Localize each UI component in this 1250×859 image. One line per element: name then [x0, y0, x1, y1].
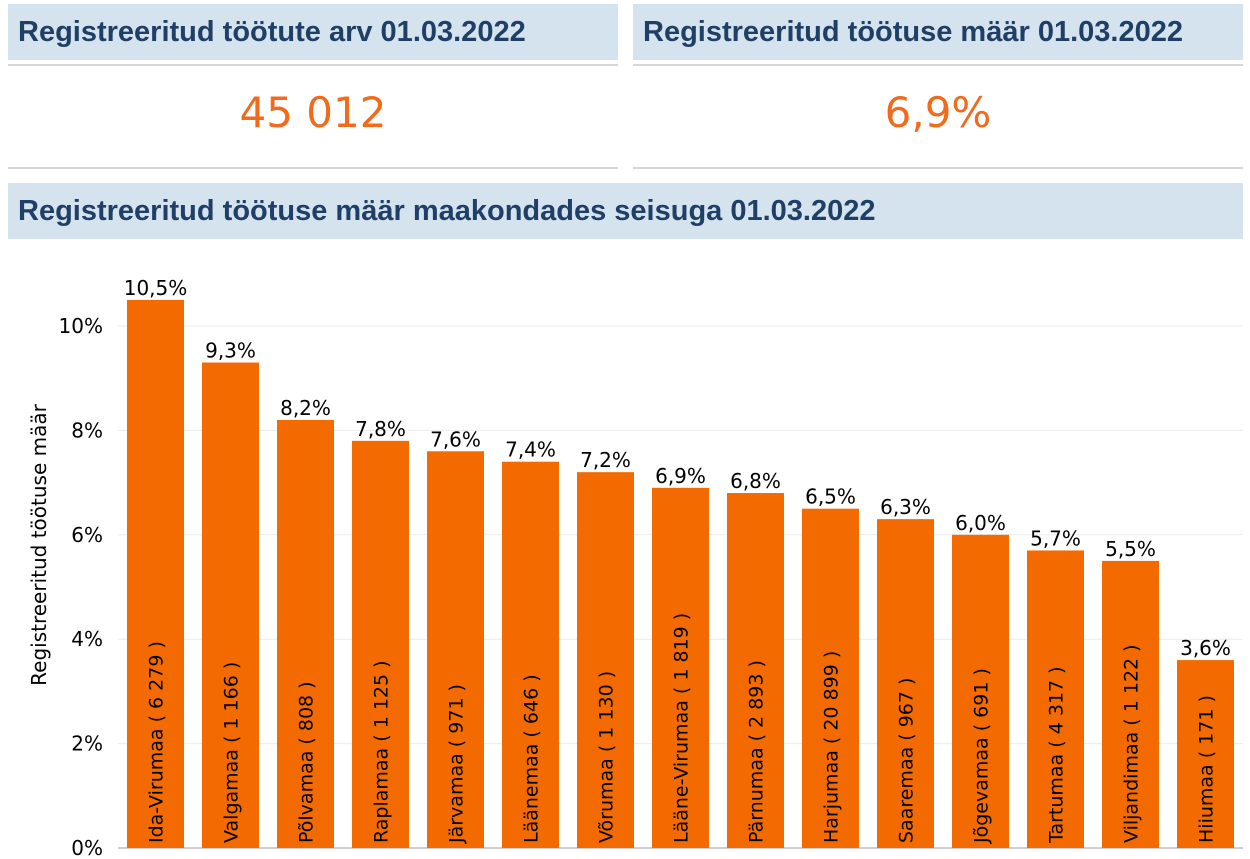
category-label: Lääne-Virumaa ( 1 819 ) [671, 613, 693, 843]
category-label: Võrumaa ( 1 130 ) [596, 671, 618, 843]
bar[interactable] [652, 487, 709, 848]
y-tick-label: 4% [71, 627, 103, 651]
y-tick-label: 2% [71, 732, 103, 756]
chart-bars: 10,5% Ida-Virumaa ( 6 279 ) 9,3% Valgamaa (… [124, 276, 1234, 848]
bar[interactable] [952, 534, 1009, 848]
bar[interactable] [427, 451, 484, 848]
y-tick-label: 10% [59, 314, 103, 338]
bar[interactable] [352, 440, 409, 848]
bar-value-label: 6,9% [655, 464, 706, 488]
category-label: Harjumaa ( 20 899 ) [821, 651, 843, 843]
kpi-rate-value: 6,9% [884, 88, 992, 137]
bar-value-label: 8,2% [280, 396, 331, 420]
category-label: Raplamaa ( 1 125 ) [371, 660, 393, 843]
bar[interactable] [502, 461, 559, 848]
bar[interactable] [202, 362, 259, 848]
bar-value-label: 7,6% [430, 427, 481, 451]
kpi-count-title: Registreeritud töötute arv 01.03.2022 [8, 4, 618, 60]
bar-value-label: 7,4% [505, 438, 556, 462]
bar-value-label: 3,6% [1180, 636, 1231, 660]
bar-value-label: 6,8% [730, 469, 781, 493]
bar-value-label: 6,5% [805, 485, 856, 509]
kpi-count-value: 45 012 [239, 88, 387, 137]
bar[interactable] [577, 472, 634, 848]
bar[interactable] [1177, 660, 1234, 848]
category-label: Saaremaa ( 967 ) [896, 678, 918, 843]
category-label: Põlvamaa ( 808 ) [296, 681, 318, 843]
bar[interactable] [277, 419, 334, 848]
bar-value-label: 6,3% [880, 495, 931, 519]
category-label: Pärnumaa ( 2 893 ) [746, 660, 768, 843]
bar-value-label: 10,5% [124, 276, 188, 300]
kpi-rate-bottom-divider [633, 167, 1243, 169]
bar-value-label: 5,5% [1105, 537, 1156, 561]
category-label: Valgamaa ( 1 166 ) [221, 662, 243, 843]
bar[interactable] [1102, 560, 1159, 848]
bar[interactable] [127, 299, 184, 848]
category-label: Viljandimaa ( 1 122 ) [1121, 644, 1143, 843]
kpi-count-bottom-divider [8, 167, 618, 169]
kpi-count-divider [8, 64, 618, 66]
kpi-rate-divider [633, 64, 1243, 66]
category-label: Tartumaa ( 4 317 ) [1046, 666, 1068, 844]
chart-title: Registreeritud töötuse määr maakondades … [8, 183, 1243, 239]
bar-value-label: 6,0% [955, 511, 1006, 535]
bar[interactable] [802, 508, 859, 848]
category-label: Ida-Virumaa ( 6 279 ) [146, 641, 168, 843]
bar[interactable] [877, 519, 934, 848]
kpi-rate-title: Registreeritud töötuse määr 01.03.2022 [633, 4, 1243, 60]
y-tick-label: 8% [71, 418, 103, 442]
bar[interactable] [1027, 550, 1084, 848]
bar-value-label: 7,8% [355, 417, 406, 441]
y-axis-label: Registreeritud töötuse määr [27, 403, 51, 685]
category-label: Järvamaa ( 971 ) [446, 684, 468, 844]
bar-value-label: 9,3% [205, 339, 256, 363]
bar[interactable] [727, 493, 784, 848]
y-axis: 0% 2% 4% 6% 8% 10% [59, 314, 103, 859]
category-label: Jõgevamaa ( 691 ) [971, 668, 993, 844]
category-label: Läänemaa ( 646 ) [521, 674, 543, 843]
y-tick-label: 6% [71, 523, 103, 547]
category-label: Hiiumaa ( 171 ) [1196, 695, 1218, 843]
y-tick-label: 0% [71, 836, 103, 859]
bar-value-label: 5,7% [1030, 526, 1081, 550]
bar-value-label: 7,2% [580, 448, 631, 472]
